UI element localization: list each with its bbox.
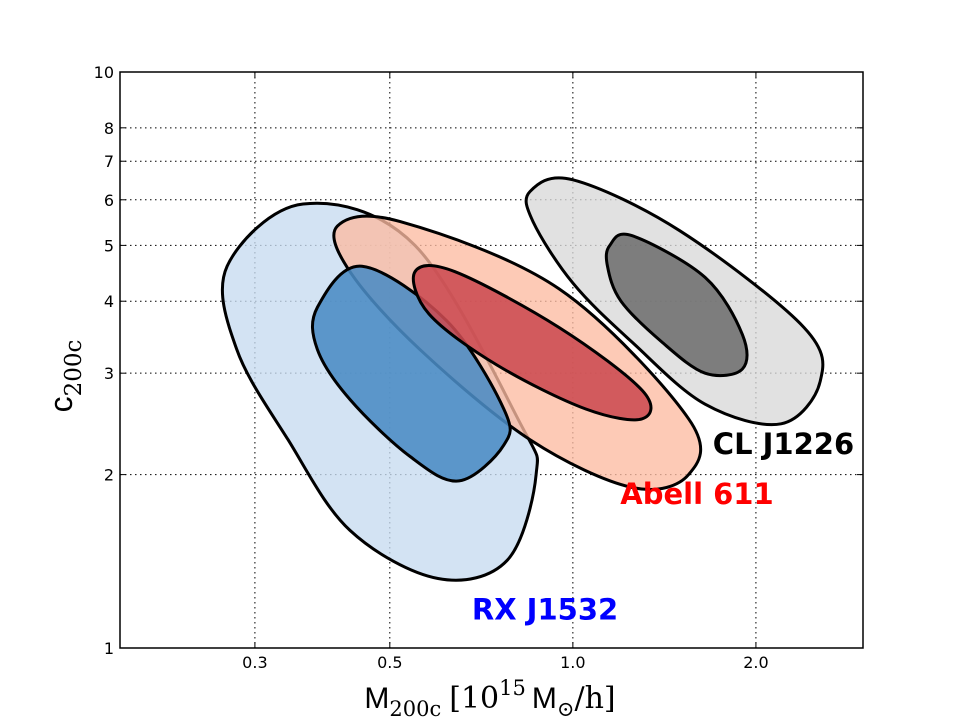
abell-611-inner-contour (411, 264, 653, 422)
x-axis-title-bracket: [10 (449, 681, 499, 716)
plot-frame (119, 71, 864, 649)
x-tick-label: 0.5 (377, 653, 402, 672)
cl-j1226-label: CL J1226 (713, 427, 854, 461)
y-axis-title-sub: 200c (61, 340, 87, 397)
y-tick-label: 2 (104, 466, 114, 485)
abell-611-label: Abell 611 (620, 477, 773, 511)
x-axis-title-tail: /h] (574, 681, 615, 716)
y-tick-label: 5 (104, 236, 114, 255)
x-tick-label: 0.3 (242, 653, 267, 672)
y-tick-label: 8 (104, 119, 114, 138)
y-tick-label: 7 (104, 152, 114, 171)
y-tick-label: 4 (104, 292, 114, 311)
y-axis-title: c200c (43, 340, 87, 413)
contour-layers (220, 176, 825, 582)
x-axis-title-sub: 200c (389, 697, 441, 720)
y-tick-label: 3 (104, 364, 114, 383)
x-tick-label: 2.0 (743, 653, 768, 672)
y-tick-label: 10 (94, 63, 114, 82)
x-axis-title-sup: 15 (499, 676, 526, 700)
rx-j1532-inner-contour (311, 264, 512, 483)
x-tick-label: 1.0 (560, 653, 585, 672)
y-tick-label: 1 (104, 639, 114, 658)
x-axis-title-unit: M (532, 682, 557, 715)
cl-j1226-inner-contour (604, 232, 749, 378)
y-axis-title-main: c (43, 396, 79, 412)
y-tick-label: 6 (104, 191, 114, 210)
x-axis-title-main: M (364, 682, 389, 715)
axis-ticks: 0.3 0.5 1.0 2.0 1 2 3 4 5 6 7 8 10 (94, 63, 863, 672)
x-axis-title-unit-sub: ⊙ (557, 697, 575, 720)
cluster-labels: RX J1532 Abell 611 CL J1226 (472, 427, 854, 626)
rx-j1532-label: RX J1532 (472, 593, 618, 627)
x-axis-title: M200c [1015 M⊙/h] (364, 676, 615, 720)
